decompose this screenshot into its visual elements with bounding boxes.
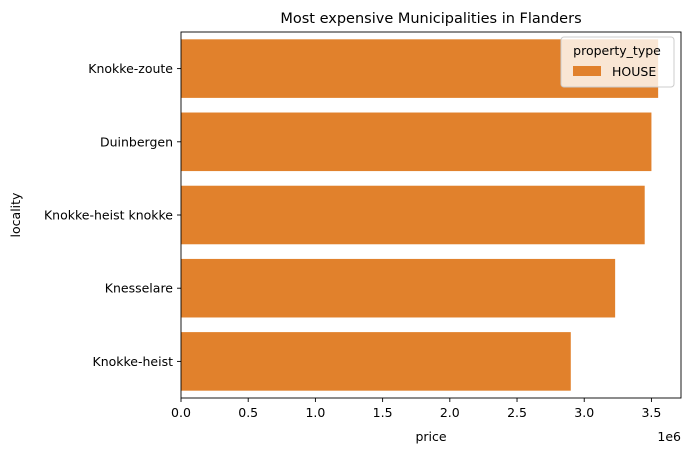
y-tick-label: Knesselare	[105, 281, 174, 296]
legend-title: property_type	[573, 43, 661, 58]
x-axis-offset-text: 1e6	[657, 429, 681, 444]
bar-knokke-heist	[181, 332, 571, 391]
x-tick-label: 0.5	[238, 405, 258, 420]
x-tick-label: 3.0	[574, 405, 594, 420]
x-axis-ticks: 0.0 0.5 1.0 1.5 2.0 2.5 3.0 3.5	[171, 398, 661, 420]
x-tick-label: 2.0	[440, 405, 460, 420]
y-tick-label: Knokke-heist	[93, 354, 174, 369]
chart-title: Most expensive Municipalities in Flander…	[280, 11, 581, 27]
legend: property_type HOUSE	[560, 36, 675, 88]
bar-duinbergen	[181, 112, 652, 172]
x-tick-label: 1.5	[373, 405, 393, 420]
legend-entry-label: HOUSE	[612, 64, 656, 79]
bars-group	[181, 39, 659, 391]
y-axis-label: locality	[8, 192, 23, 238]
y-axis-ticks: Knokke-zoute Duinbergen Knokke-heist knokk…	[44, 61, 181, 369]
bar-knokke-heist-knokke	[181, 185, 645, 245]
x-tick-label: 2.5	[507, 405, 527, 420]
y-tick-label: Duinbergen	[100, 134, 173, 149]
bar-knesselare	[181, 258, 616, 318]
x-tick-label: 1.0	[305, 405, 325, 420]
x-tick-label: 3.5	[641, 405, 661, 420]
x-axis-label: price	[415, 429, 446, 444]
y-tick-label: Knokke-zoute	[88, 61, 173, 76]
legend-swatch	[573, 66, 601, 76]
y-tick-label: Knokke-heist knokke	[44, 208, 173, 223]
x-tick-label: 0.0	[171, 405, 191, 420]
